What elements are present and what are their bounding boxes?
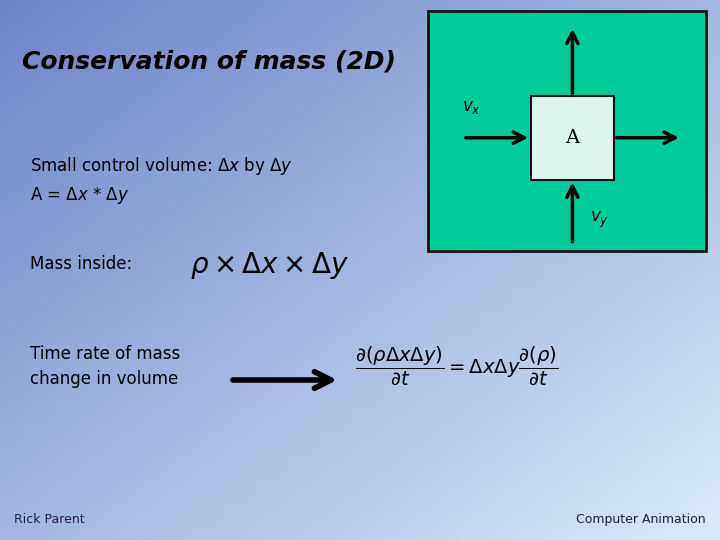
Text: Mass inside:: Mass inside:	[30, 255, 132, 273]
Text: $v_x$: $v_x$	[462, 98, 480, 116]
Text: $\rho \times \Delta x \times \Delta y$: $\rho \times \Delta x \times \Delta y$	[190, 250, 349, 281]
Text: Rick Parent: Rick Parent	[14, 513, 85, 526]
Text: A = $\Delta x$ * $\Delta y$: A = $\Delta x$ * $\Delta y$	[30, 185, 130, 206]
Text: Small control volume: $\Delta x$ by $\Delta y$: Small control volume: $\Delta x$ by $\De…	[30, 155, 293, 177]
Text: $\dfrac{\partial(\rho \Delta x \Delta y)}{\partial t} = \Delta x \Delta y \dfrac: $\dfrac{\partial(\rho \Delta x \Delta y)…	[355, 345, 558, 387]
Text: Computer Animation: Computer Animation	[577, 513, 706, 526]
Text: $v_y$: $v_y$	[590, 210, 609, 230]
Text: A: A	[565, 129, 580, 147]
Bar	[531, 96, 613, 179]
Bar	[428, 11, 706, 251]
Text: Time rate of mass
change in volume: Time rate of mass change in volume	[30, 345, 180, 388]
Text: Conservation of mass (2D): Conservation of mass (2D)	[22, 50, 396, 74]
